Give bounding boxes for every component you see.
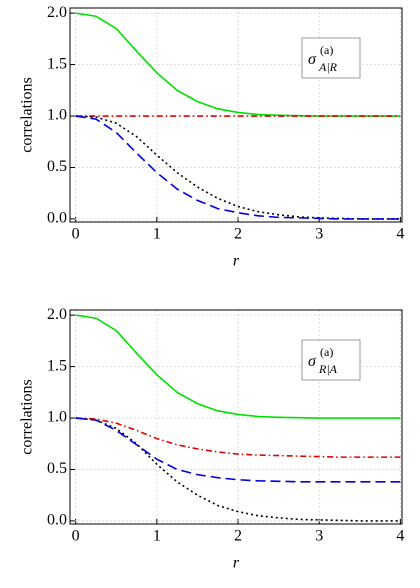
plot-frame: [69, 7, 403, 223]
annotation-box: [301, 37, 361, 79]
x-tick-label: 0: [72, 226, 80, 243]
x-tick-label: 0: [72, 528, 80, 545]
annotation: σ(a) R|A: [308, 345, 338, 376]
y-tick-label: 0.5: [47, 158, 67, 175]
y-tick-label: 1.0: [47, 107, 67, 124]
y-tick-label: 1.5: [47, 357, 67, 374]
x-tick-label: 4: [396, 528, 404, 545]
y-tick-label: 1.0: [47, 409, 67, 426]
annotation-sup: (a): [320, 345, 333, 359]
x-tick-label: 3: [315, 528, 323, 545]
annotation: σ(a) A|R: [308, 43, 338, 74]
series-line: [75, 115, 401, 220]
x-tick-label: 4: [396, 226, 404, 243]
series-line: [75, 314, 401, 419]
series-line: [75, 417, 401, 483]
y-tick-label: 0.0: [47, 512, 67, 529]
series-line: [75, 115, 401, 220]
x-axis-label: r: [233, 555, 240, 572]
y-tick-label: 2.0: [47, 4, 67, 21]
x-tick-label: 1: [153, 528, 161, 545]
x-tick-label: 1: [153, 226, 161, 243]
y-tick-label: 0.0: [47, 210, 67, 227]
annotation-base: σ: [308, 51, 317, 68]
annotation-base: σ: [308, 353, 317, 370]
y-tick-label: 0.5: [47, 460, 67, 477]
annotation-sub: A|R: [318, 60, 338, 74]
y-tick-label: 1.5: [47, 55, 67, 72]
y-axis-label: correlations: [19, 379, 36, 455]
series-line: [75, 417, 401, 458]
x-axis-label: r: [233, 253, 240, 270]
x-tick-label: 3: [315, 226, 323, 243]
y-axis-label: correlations: [19, 77, 36, 153]
x-tick-label: 2: [234, 528, 242, 545]
x-tick-label: 2: [234, 226, 242, 243]
annotation-box: [301, 339, 361, 381]
annotation-sup: (a): [320, 43, 333, 57]
annotation-sub: R|A: [318, 362, 338, 376]
series-line: [75, 417, 401, 522]
plot-frame: [69, 309, 403, 525]
y-tick-label: 2.0: [47, 306, 67, 323]
